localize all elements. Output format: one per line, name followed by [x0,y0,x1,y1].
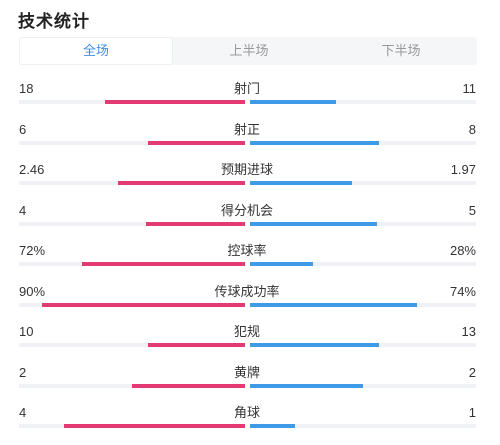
away-value: 1.97 [450,162,476,177]
away-value: 74% [449,283,476,299]
away-value: 2 [468,364,476,380]
away-value: 5 [468,202,476,218]
stat-name: 射门 [233,81,260,96]
stat-name: 射正 [233,121,260,137]
away-bar-track [250,262,476,266]
home-bar [148,140,245,145]
away-value: 1 [468,405,476,420]
home-value: 4 [19,202,27,218]
tab-first-half[interactable]: 上半场 [229,43,269,58]
away-bar [250,302,417,307]
home-bar-track [19,343,245,347]
home-bar [82,262,245,266]
home-bar [146,221,245,226]
tab-full-match[interactable]: 全场 [19,37,173,65]
stat-name: 得分机会 [220,202,273,218]
stat-row: 2.46 预期进球 1.97 [0,162,500,202]
away-bar-track [250,181,476,185]
stat-row: 72% 控球率 28% [0,243,500,283]
away-bar [250,343,379,347]
stat-name: 角球 [233,405,260,420]
stat-row: 4 得分机会 5 [0,203,500,243]
away-bar [250,100,336,104]
stat-name: 控球率 [227,243,267,258]
stat-name: 预期进球 [220,162,273,177]
home-bar-track [19,140,245,145]
home-value: 90% [19,283,46,299]
home-value: 6 [19,121,27,137]
away-bar-track [250,100,476,104]
home-value: 2 [19,364,27,380]
stat-name: 传球成功率 [214,283,280,299]
home-bar [42,302,245,307]
stat-row: 6 射正 8 [0,122,500,162]
away-bar [250,262,313,266]
home-bar [118,181,245,185]
away-bar [250,221,377,226]
tab-second-half[interactable]: 下半场 [381,43,421,58]
home-bar [64,424,245,428]
home-value: 2.46 [19,162,45,177]
away-bar-track [250,383,476,388]
stat-row: 90% 传球成功率 74% [0,284,500,324]
away-value: 13 [461,324,476,339]
stat-row: 2 黄牌 2 [0,365,500,405]
away-value: 8 [468,121,476,137]
stat-row: 10 犯规 13 [0,324,500,364]
stat-name: 黄牌 [233,364,260,380]
away-bar [250,181,352,185]
away-bar [250,424,295,428]
home-bar-track [19,221,245,226]
away-bar-track [250,424,476,428]
away-value: 11 [462,81,477,96]
home-bar [148,343,245,347]
home-bar [132,383,245,388]
home-bar [105,100,245,104]
home-value: 18 [19,81,34,96]
away-value: 28% [449,243,476,258]
period-tabs: 全场 上半场 下半场 [19,37,477,65]
away-bar [250,140,379,145]
home-value: 72% [19,243,46,258]
page-title: 技术统计 [18,12,90,31]
away-bar [250,383,363,388]
home-value: 4 [19,405,27,420]
stat-row: 18 射门 11 [0,81,500,121]
home-value: 10 [19,324,34,339]
stat-row: 4 角球 1 [0,405,500,445]
stat-name: 犯规 [233,324,260,339]
